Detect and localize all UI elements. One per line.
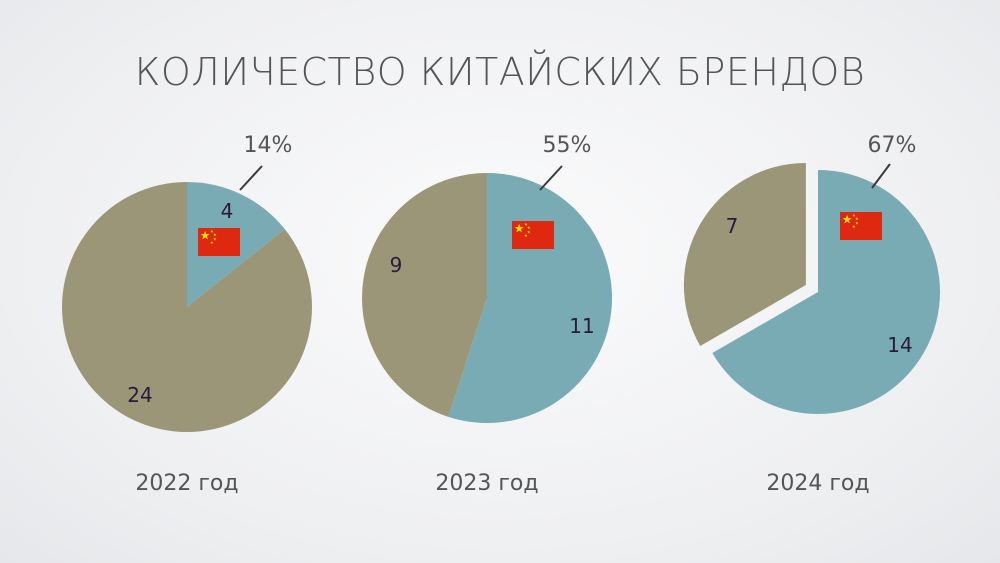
flag-star	[527, 230, 531, 234]
year-label: 2022 год	[135, 471, 238, 496]
slice-value-label: 14	[887, 333, 912, 357]
pie-slice	[683, 163, 806, 346]
flag-star	[855, 221, 859, 225]
percent-label: 14%	[244, 133, 293, 158]
flag-star	[524, 233, 528, 237]
flag-star	[842, 214, 852, 224]
flag-star	[514, 223, 524, 233]
leader-line	[239, 165, 263, 191]
pie-slice	[62, 182, 313, 433]
flag-star	[213, 237, 217, 241]
china-flag-icon	[198, 228, 240, 256]
flag-star	[524, 222, 528, 226]
flag-field	[198, 228, 240, 256]
china-flag-icon	[840, 212, 882, 240]
pie-slice	[448, 173, 613, 424]
flag-star	[527, 226, 531, 230]
percent-label: 67%	[868, 133, 917, 158]
slice-value-label: 4	[221, 199, 234, 223]
flag-star	[213, 233, 217, 237]
flag-star	[852, 224, 856, 228]
china-flag-icon	[512, 221, 554, 249]
pie-slice	[362, 173, 487, 417]
slice-value-label: 7	[726, 214, 739, 238]
slice-value-label: 9	[390, 253, 403, 277]
percent-label: 55%	[543, 133, 592, 158]
flag-star	[855, 217, 859, 221]
leader-line	[871, 163, 891, 189]
year-label: 2024 год	[766, 471, 869, 496]
year-label: 2023 год	[435, 471, 538, 496]
flag-field	[840, 212, 882, 240]
flag-star	[200, 230, 210, 240]
page-title: КОЛИЧЕСТВО КИТАЙСКИХ БРЕНДОВ	[134, 50, 866, 94]
flag-star	[210, 240, 214, 244]
slice-value-label: 24	[127, 383, 152, 407]
slice-value-label: 11	[569, 314, 594, 338]
flag-field	[512, 221, 554, 249]
flag-star	[852, 213, 856, 217]
flag-star	[210, 229, 214, 233]
leader-line	[539, 165, 563, 191]
pie-slice	[712, 170, 940, 414]
